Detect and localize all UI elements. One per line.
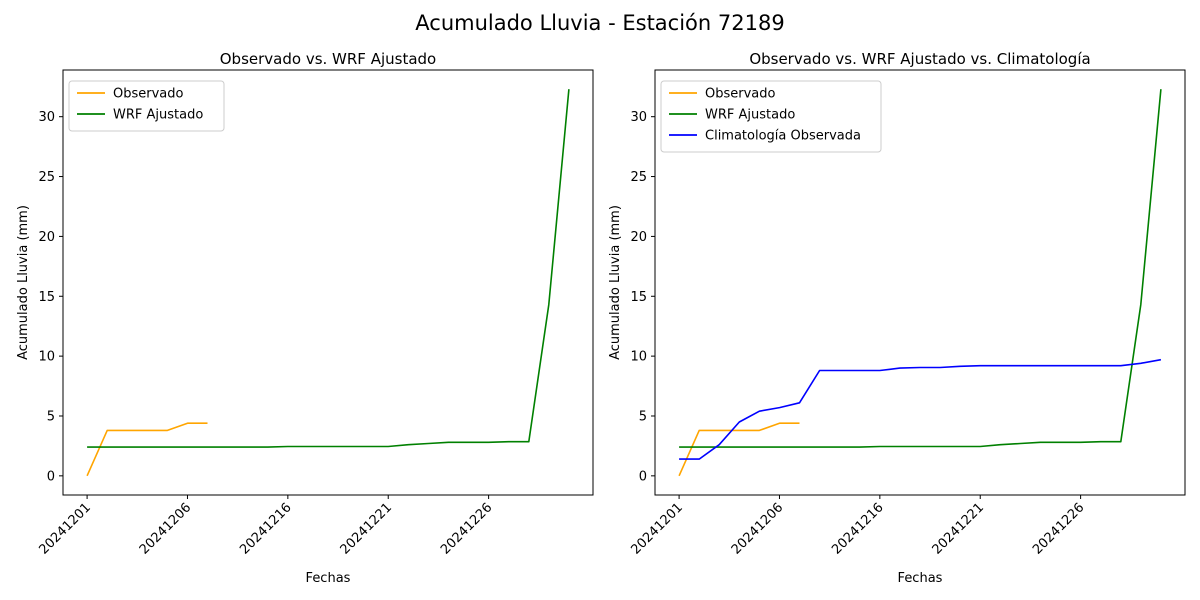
series-line [86,422,208,477]
x-axis-label: Fechas [898,571,943,586]
legend: Observado WRF Ajustado [68,80,225,132]
x-tick-label: 20241201 [37,500,94,557]
y-tick-label: 25 [38,170,55,185]
chart-panel-1: Observado vs. WRF Ajustado 0 5 10 15 20 25 30 20… [16,50,594,586]
legend-box [660,80,882,153]
y-axis-label: Acumulado Lluvia (mm) [16,205,31,360]
y-tick-label: 5 [47,409,55,424]
figure-title: Acumulado Lluvia - Estación 72189 [415,11,784,35]
series-line [679,358,1162,460]
legend-entry: WRF Ajustado [113,108,203,123]
x-tick-label: 20241221 [930,500,987,557]
x-tick-label: 20241206 [729,500,786,557]
x-tick-label: 20241216 [237,500,294,557]
plot-area-frame [62,69,594,496]
y-tick-label: 25 [630,170,647,185]
legend-entry: Climatología Observada [705,129,861,144]
chart-panel-2: Observado vs. WRF Ajustado vs. Climatolo… [608,50,1186,586]
y-tick-label: 0 [47,469,55,484]
x-tick-label: 20241221 [338,500,395,557]
plot-area-frame [654,69,1186,496]
series-line [679,89,1162,448]
y-tick-label: 20 [630,230,647,245]
legend-entry: WRF Ajustado [705,108,795,123]
legend-entry: Observado [705,87,776,102]
y-tick-label: 30 [38,110,55,125]
x-tick-label: 20241201 [629,500,686,557]
y-tick-label: 0 [639,469,647,484]
y-axis-label: Acumulado Lluvia (mm) [608,205,623,360]
chart-title: Observado vs. WRF Ajustado [220,50,436,68]
x-tick-label: 20241226 [438,500,495,557]
y-tick-label: 10 [38,350,55,365]
series-line [678,422,800,477]
y-tick-label: 10 [630,350,647,365]
x-tick-label: 20241226 [1030,500,1087,557]
legend: Observado WRF Ajustado Climatología Observ… [660,80,882,153]
legend-box [68,80,225,132]
x-axis-label: Fechas [306,571,351,586]
x-tick-label: 20241206 [137,500,194,557]
y-tick-label: 15 [38,290,55,305]
y-tick-label: 30 [630,110,647,125]
chart-panels: Observado vs. WRF Ajustado 0 5 10 15 20 25 30 20… [16,50,1186,586]
y-tick-label: 20 [38,230,55,245]
legend-entry: Observado [113,87,184,102]
series-line [87,89,570,448]
chart-title: Observado vs. WRF Ajustado vs. Climatolo… [749,50,1090,68]
y-tick-label: 5 [639,409,647,424]
x-tick-label: 20241216 [829,500,886,557]
y-tick-label: 15 [630,290,647,305]
